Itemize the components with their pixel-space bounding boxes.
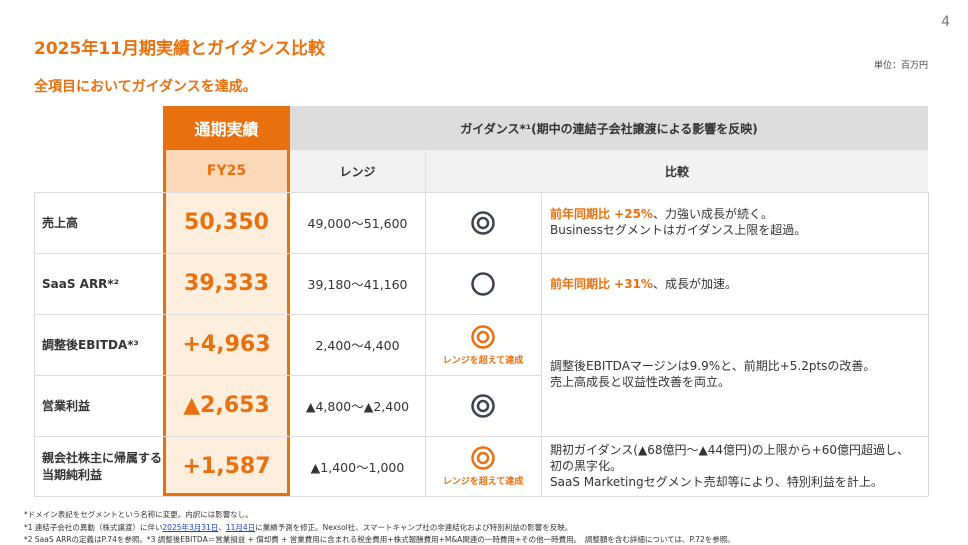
row-label: SaaS ARR*² <box>42 276 119 291</box>
achievement-mark <box>425 375 541 436</box>
footnote-2: *2 SaaS ARRの定義はP.74を参照。*3 調整後EBITDA＝営業損益… <box>24 535 735 544</box>
comment-ebitda: 調整後EBITDAマージンは9.9%と、前期比+5.2ptsの改善。 売上高成長と… <box>550 359 876 389</box>
page-title: 2025年11月期実績とガイダンス比較 <box>34 39 325 59</box>
achievement-mark <box>425 253 541 314</box>
actual-value: 39,333 <box>184 271 269 296</box>
row-label: 親会社株主に帰属する当期純利益 <box>42 451 163 482</box>
row-label: 売上高 <box>42 216 79 230</box>
actual-value: 50,350 <box>184 210 269 235</box>
actual-value: +4,963 <box>182 332 271 357</box>
date-link-1[interactable]: 2025年3月31日 <box>162 523 219 532</box>
footnote-1: *1 連結子会社の異動（株式譲渡）に伴い2025年3月31日、11月4日に業績予… <box>24 523 573 532</box>
comment-sales: 前年同期比 +25%、力強い成長が続く。 Businessセグメントはガイダンス上… <box>550 207 807 237</box>
guidance-range: ▲1,400〜1,000 <box>310 459 405 475</box>
guidance-range: 49,000〜51,600 <box>307 216 408 231</box>
actual-value: +1,587 <box>182 453 271 479</box>
guidance-header: ガイダンス*¹(期中の連結子会社譲渡による影響を反映) <box>290 106 928 150</box>
achievement-mark: レンジを超えて達成 <box>425 436 541 496</box>
actual-header: 通期実績 <box>163 106 290 150</box>
actual-value: ▲2,653 <box>183 393 270 418</box>
exceeded-note: レンジを超えて達成 <box>442 355 524 366</box>
achievement-mark: レンジを超えて達成 <box>425 314 541 375</box>
fy25-header: FY25 <box>166 150 287 192</box>
double-circle-icon <box>470 393 496 419</box>
date-link-2[interactable]: 11月4日 <box>225 523 256 532</box>
comment-arr: 前年同期比 +31% 、成長が加速。 <box>550 276 737 291</box>
double-circle-icon <box>470 324 496 350</box>
double-circle-icon <box>470 445 496 471</box>
achievement-mark <box>425 192 541 253</box>
row-label: 営業利益 <box>42 399 91 413</box>
page-number: 4 <box>941 14 950 30</box>
circle-icon <box>470 271 496 297</box>
guidance-range: 39,180〜41,160 <box>307 277 408 292</box>
footnote-0: *ドメイン表記をセグメントという名称に変更。内訳には影響なし。 <box>24 510 253 519</box>
exceeded-note: レンジを超えて達成 <box>442 477 524 487</box>
double-circle-icon <box>470 210 496 236</box>
guidance-range: ▲4,800〜▲2,400 <box>305 399 410 414</box>
page-subtitle: 全項目においてガイダンスを達成。 <box>34 79 257 95</box>
unit-label: 単位：百万円 <box>873 61 928 71</box>
row-label: 調整後EBITDA*³ <box>42 338 139 352</box>
comparison-header: 比較 <box>425 150 928 192</box>
guidance-range: 2,400〜4,400 <box>315 338 400 353</box>
range-header: レンジ <box>290 150 425 192</box>
comment-net-income: 期初ガイダンス(▲68億円〜▲44億円)の上限から+60億円超過し、 初の黒字化。… <box>550 443 909 489</box>
